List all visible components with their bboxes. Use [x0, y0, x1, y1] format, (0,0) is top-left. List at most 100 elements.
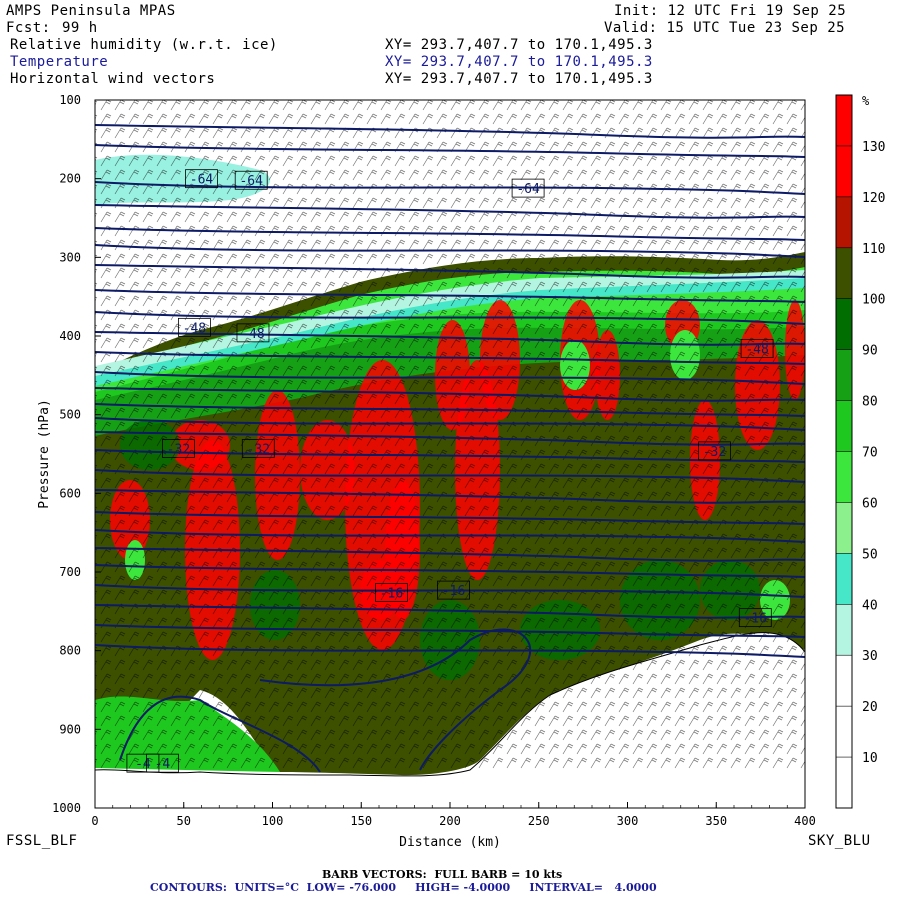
colorbar-swatch [836, 349, 852, 401]
contour-label: -48 [241, 327, 264, 342]
colorbar-tick-label: 30 [862, 649, 878, 664]
isotherm-line [95, 331, 805, 346]
colorbar-swatch [836, 502, 852, 554]
y-tick-label: 100 [59, 93, 81, 107]
contour-label-box [511, 178, 545, 198]
colorbar-swatch [836, 604, 852, 656]
contour-label-box [738, 608, 772, 628]
right-station-label: SKY_BLU [808, 833, 871, 849]
contour-label-box [234, 170, 268, 190]
colorbar-tick-label: 130 [862, 140, 885, 155]
contour-label: -32 [703, 445, 726, 460]
colorbar-tick-label: 10 [862, 751, 878, 766]
colorbar-swatch [836, 553, 852, 605]
isotherm-line [95, 489, 805, 504]
y-tick-label: 400 [59, 329, 81, 343]
x-tick-label: 200 [439, 814, 461, 828]
y-tick-label: 500 [59, 408, 81, 422]
isotherm-line [95, 371, 805, 385]
isotherm-line [95, 624, 805, 638]
y-tick-label: 300 [59, 250, 81, 264]
colorbar-tick-label: 20 [862, 700, 878, 715]
colorbar-swatch [836, 400, 852, 452]
contour-label: -32 [247, 442, 270, 457]
contour-label: -64 [190, 173, 214, 188]
contour-label: -16 [744, 612, 767, 627]
xy-range-temperature: XY= 293.7,407.7 to 170.1,495.3 [385, 54, 653, 70]
contour-label-box [241, 439, 275, 458]
colorbar-swatch [836, 145, 852, 197]
y-tick-label: 900 [59, 722, 81, 736]
isotherm-line [95, 644, 805, 658]
contour-label: -64 [516, 182, 540, 197]
colorbar-swatch [836, 451, 852, 503]
isotherm-line [95, 584, 805, 598]
isotherm-line [95, 403, 805, 417]
contour-label-box [236, 323, 270, 343]
y-tick-label: 800 [59, 644, 81, 658]
x-tick-label: 250 [528, 814, 550, 828]
colorbar-swatch [836, 655, 852, 707]
colorbar-tick-label: 60 [862, 496, 878, 511]
colorbar-swatch [836, 95, 852, 146]
colorbar-tick-label: 90 [862, 344, 878, 359]
contour-label: -64 [239, 174, 263, 189]
isotherm-line [95, 417, 805, 431]
colorbar-tick-label: 70 [862, 446, 878, 461]
xy-range-rh: XY= 293.7,407.7 to 170.1,495.3 [385, 37, 653, 53]
isotherm-line [95, 469, 805, 483]
x-tick-label: 150 [350, 814, 372, 828]
forecast-hour: 99 h [62, 20, 98, 36]
barb-vectors-legend: BARB VECTORS: FULL BARB = 10 kts [322, 868, 563, 881]
colorbar-tick-label: 100 [862, 293, 885, 308]
model-title: AMPS Peninsula MPAS [6, 3, 176, 19]
contour-label: -48 [183, 321, 206, 336]
x-tick-label: 0 [91, 814, 98, 828]
x-axis-label: Distance (km) [399, 835, 501, 850]
colorbar-tick-label: 40 [862, 598, 878, 613]
x-tick-label: 100 [262, 814, 284, 828]
isotherm-line [95, 227, 805, 241]
contour-label-box [375, 583, 408, 602]
isotherm-line [95, 311, 805, 325]
y-tick-label: 700 [59, 565, 81, 579]
isotherm-line [95, 181, 805, 195]
left-station-label: FSSL_BLF [6, 833, 78, 849]
contour-label-box [185, 169, 218, 189]
isotherm-line [119, 695, 321, 773]
colorbar-tick-label: 80 [862, 395, 878, 410]
isotherm-line [95, 144, 805, 158]
isotherm-line [95, 124, 805, 139]
contour-label-box [698, 441, 731, 461]
contour-label: -16 [380, 586, 403, 601]
isotherm-line [95, 529, 805, 543]
valid-time: Valid: 15 UTC Tue 23 Sep 25 [604, 20, 846, 36]
y-tick-label: 1000 [52, 801, 81, 815]
contour-label: -48 [745, 343, 768, 358]
isotherm-line [95, 564, 805, 578]
y-tick-label: 200 [59, 172, 81, 186]
contour-label-box [162, 439, 195, 458]
x-tick-label: 350 [705, 814, 727, 828]
colorbar-unit: % [862, 94, 870, 108]
isotherm-line [95, 431, 805, 446]
colorbar-tick-label: 120 [862, 191, 885, 206]
contour-label: -16 [442, 584, 465, 599]
contour-label-box [146, 753, 179, 773]
x-tick-label: 400 [794, 814, 816, 828]
isotherm-line [95, 204, 805, 219]
field-rh-label: Relative humidity (w.r.t. ice) [10, 37, 278, 53]
field-temperature-label: Temperature [10, 54, 109, 70]
colorbar-tick-label: 50 [862, 547, 878, 562]
contours-legend: CONTOURS: UNITS=°C LOW= -76.000 HIGH= -4… [150, 881, 657, 894]
y-axis-label: Pressure (hPa) [37, 399, 52, 509]
isotherm-line [95, 604, 805, 619]
init-time: Init: 12 UTC Fri 19 Sep 25 [614, 3, 847, 19]
contour-label-box [126, 753, 160, 773]
isotherm-line [95, 244, 805, 258]
contour-label-box [437, 580, 470, 600]
forecast-label: Fcst: [6, 20, 51, 36]
colorbar-swatch [836, 298, 852, 350]
contour-label: -32 [167, 442, 190, 457]
